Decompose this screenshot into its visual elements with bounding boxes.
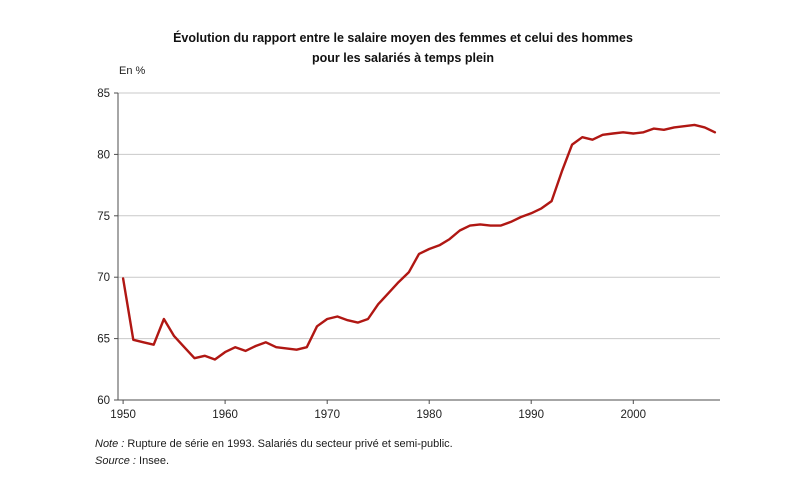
y-tick-label: 60 xyxy=(97,395,110,407)
x-tick-label: 1980 xyxy=(416,409,442,421)
y-tick-label: 65 xyxy=(97,334,110,346)
x-tick-label: 2000 xyxy=(621,409,647,421)
x-tick-label: 1970 xyxy=(314,409,340,421)
x-tick-label: 1990 xyxy=(518,409,544,421)
source-line: Source : Insee. xyxy=(95,453,453,470)
chart-title-line2: pour les salariés à temps plein xyxy=(311,51,495,65)
chart-title-line1: Évolution du rapport entre le salaire mo… xyxy=(173,31,633,45)
x-tick-label: 1950 xyxy=(110,409,136,421)
note-line: Note : Rupture de série en 1993. Salarié… xyxy=(95,436,453,453)
line-chart: 60 65 70 75 80 85 1950 1960 1970 1980 1990 2000 xyxy=(97,88,720,421)
series-line xyxy=(121,123,717,361)
y-axis-unit-label: En % xyxy=(119,65,146,77)
y-tick-label: 80 xyxy=(97,149,110,161)
x-tick-label: 1960 xyxy=(212,409,238,421)
y-tick-label: 70 xyxy=(97,272,110,284)
plot-area: 60 65 70 75 80 85 1950 1960 1970 1980 1990 2000 xyxy=(97,88,720,421)
chart-title: Évolution du rapport entre le salaire mo… xyxy=(0,28,806,68)
source-text: Insee. xyxy=(139,455,169,467)
source-label: Source : xyxy=(95,455,136,467)
chart-footnotes: Note : Rupture de série en 1993. Salarié… xyxy=(95,436,453,470)
note-label: Note : xyxy=(95,438,125,450)
note-text: Rupture de série en 1993. Salariés du se… xyxy=(127,438,453,450)
y-tick-label: 85 xyxy=(97,88,110,100)
y-tick-label: 75 xyxy=(97,211,110,223)
